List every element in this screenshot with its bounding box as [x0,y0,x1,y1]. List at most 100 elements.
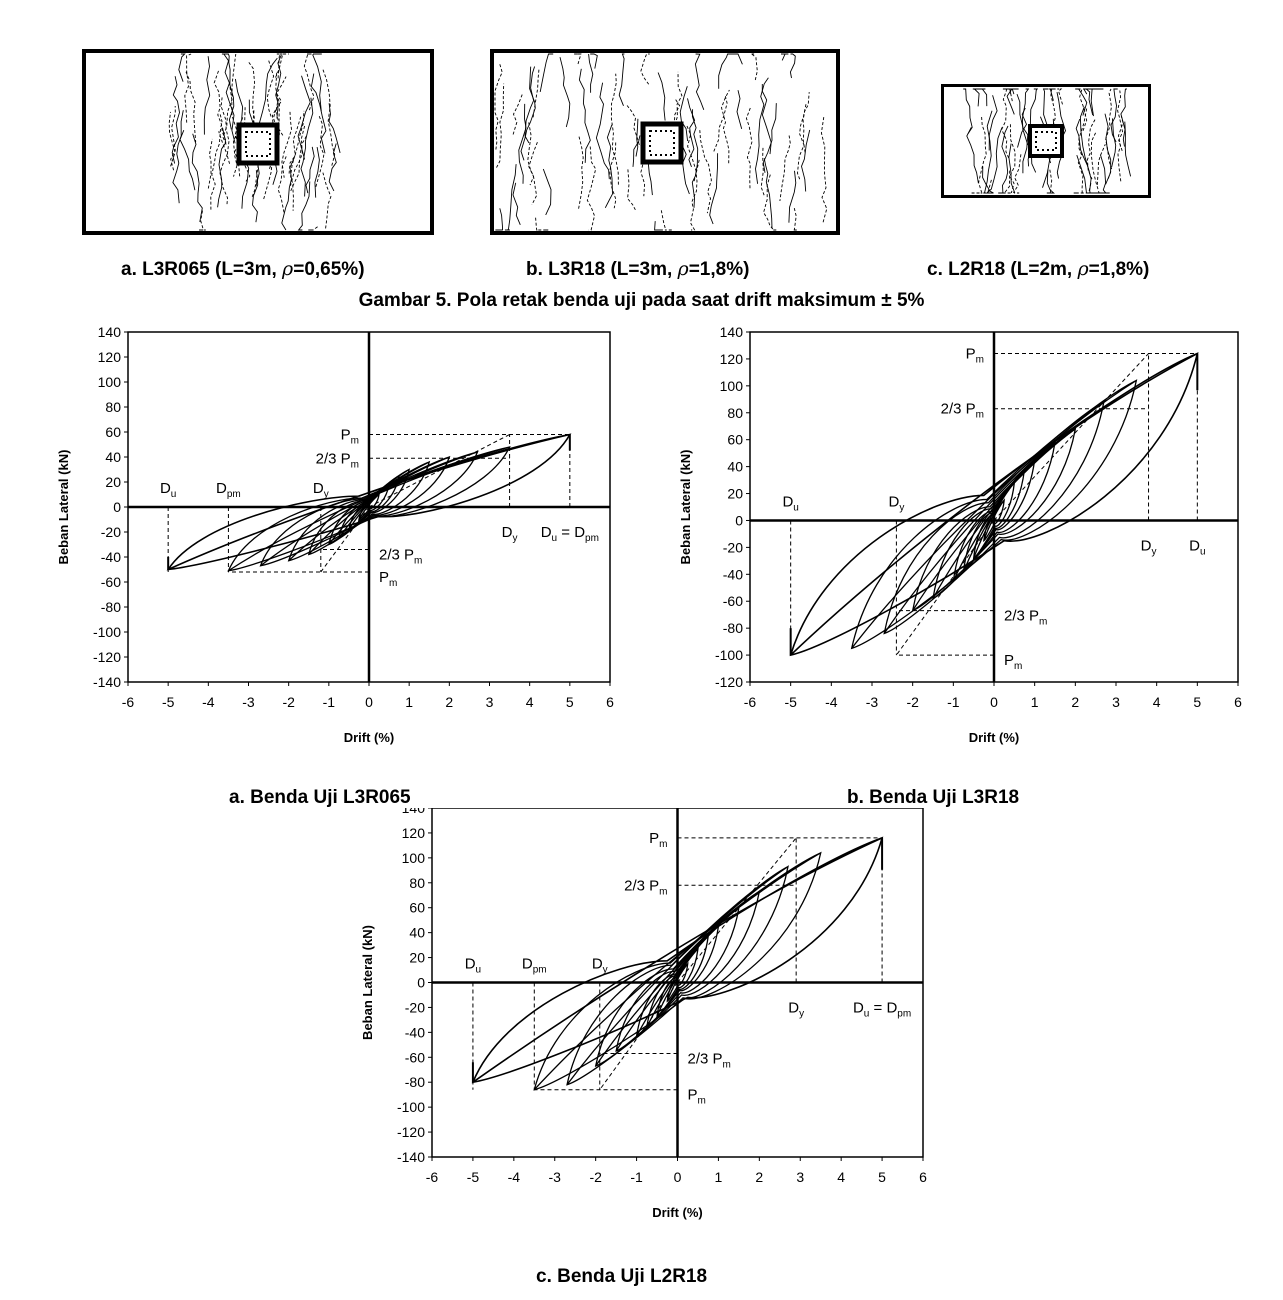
label-sub: y [1151,546,1156,557]
x-tick-label: 2 [1071,694,1079,710]
y-tick-label: 40 [409,925,425,941]
crack-line [729,53,743,65]
label-main: D [160,480,171,497]
label-sub: m [659,886,667,897]
annotation-label: 2/3 Pm [1004,608,1047,628]
label-main: D [502,524,513,541]
guide-secant-positive [368,434,510,508]
crack-line [559,57,571,128]
annotation-label: Dpm [522,956,547,976]
crack-line [542,168,552,216]
crack-line [1073,183,1092,194]
crack-line [328,143,337,192]
x-tick-label: -4 [202,694,215,710]
annotation-label: Du [160,480,176,500]
crack-line [654,221,663,231]
x-tick-label: -5 [162,694,175,710]
crack-line [217,127,227,208]
y-tick-label: 100 [720,378,744,394]
chart-a-svg: 140120100806040200-20-40-60-80-100-120-1… [56,324,614,745]
crack-line [802,92,810,153]
column-stub [1028,124,1064,158]
crack-line [674,97,681,155]
annotation-label: 2/3 Pm [379,547,422,567]
crack-line [322,69,336,166]
hysteresis-loop [789,352,1199,657]
crack-line [792,207,797,231]
x-tick-label: 3 [486,694,494,710]
crack-line [1096,144,1106,185]
y-tick-label: 60 [409,900,425,916]
crack-caption-a: a. L3R065 (L=3m, ρ=0,65%) [121,258,365,281]
label-sub: pm [585,533,599,544]
crack-line [1110,88,1118,143]
hysteresis-loop [983,498,1006,542]
label-main: 2/3 P [624,877,659,894]
y-tick-label: -100 [93,624,121,640]
crack-pattern-b-svg [490,49,840,235]
label-sub: m [723,1060,731,1071]
slab-outline [941,84,1151,198]
crack-line [1012,154,1022,194]
guide-secant-negative [599,982,678,1090]
crack-line [210,113,223,210]
x-axis-label: Drift (%) [969,730,1020,745]
crack-line [171,76,180,164]
crack-line [494,62,503,150]
y-tick-label: -60 [101,574,121,590]
crack-line [527,122,538,206]
crack-line [578,68,591,163]
slab-outline [82,49,434,235]
crack-line [694,53,705,110]
label-sub: y [513,533,518,544]
crack-line [275,54,282,119]
chart-a-title: a. Benda Uji L3R065 [229,787,411,808]
annotation-label: 2/3 Pm [624,877,667,897]
slab-outline [490,49,840,235]
chart-c-title: c. Benda Uji L2R18 [536,1266,708,1287]
x-tick-label: -6 [744,694,757,710]
crack-line [763,158,773,229]
y-tick-label: -120 [715,674,743,690]
crack-line [184,53,192,123]
crack-line [978,116,987,193]
crack-line [763,174,777,231]
label-main: 2/3 P [379,547,414,564]
annotation-label: Du = Dpm [853,1000,911,1020]
crack-line [290,125,306,186]
x-tick-label: -6 [426,1169,439,1185]
crack-line [203,56,211,135]
crack-line [532,68,540,118]
hysteresis-loop [227,445,511,572]
label-main: D [888,493,899,510]
crack-line [328,103,341,154]
annotation-label: 2/3 Pm [316,450,359,470]
crack-line [640,53,650,85]
caption-value: =0,65%) [293,259,365,280]
crack-pattern-a [82,49,434,235]
column-stub [236,122,280,166]
x-tick-label: 5 [566,694,574,710]
label-main: 2/3 P [1004,608,1039,625]
hysteresis-loop [166,433,572,571]
crack-line [218,131,228,205]
annotation-label: Pm [1004,652,1022,672]
crack-line [528,142,538,186]
label-main: P [649,830,659,847]
crack-line [198,210,206,231]
crack-line [1001,88,1010,159]
annotation-label: 2/3 Pm [941,401,984,421]
crack-line [1006,88,1017,115]
x-axis-label: Drift (%) [344,730,395,745]
hysteresis-curves [471,836,884,1091]
label-main: = D [869,1000,897,1017]
annotation-label: Du [1189,537,1205,557]
crack-line [1124,121,1132,177]
crack-line [797,104,807,181]
y-tick-label: 140 [98,324,122,340]
crack-line [981,88,988,107]
crack-line [788,170,797,223]
crack-line [1057,88,1063,105]
crack-line [762,103,777,173]
